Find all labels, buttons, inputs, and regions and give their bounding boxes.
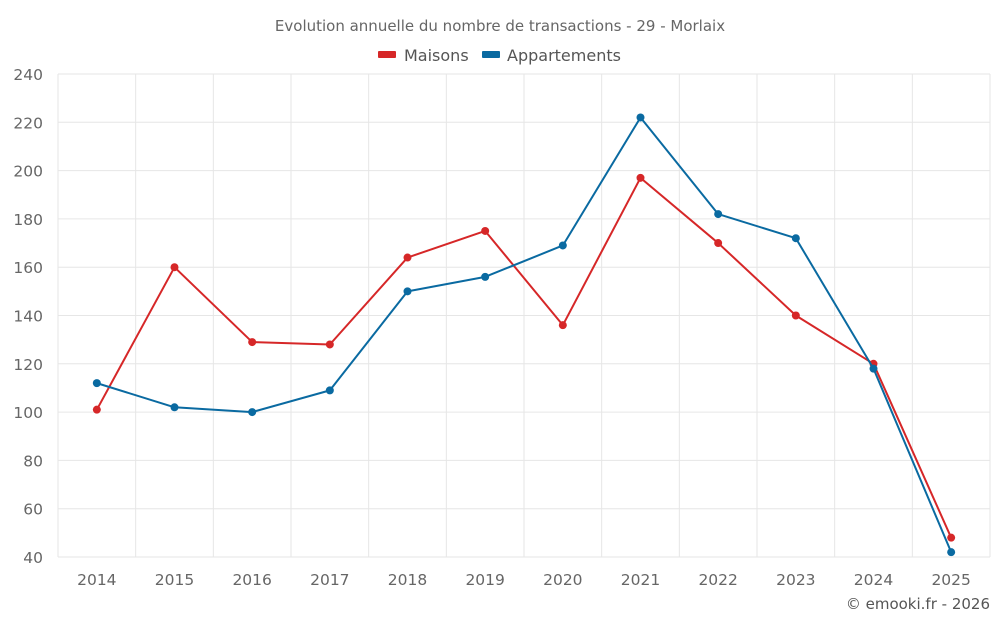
data-point xyxy=(636,173,645,182)
x-tick-label: 2025 xyxy=(931,571,970,589)
x-tick-label: 2015 xyxy=(155,571,194,589)
legend-swatch-maisons xyxy=(378,51,396,58)
x-tick-label: 2018 xyxy=(388,571,427,589)
grid xyxy=(57,73,991,558)
y-tick-label: 200 xyxy=(13,163,43,181)
y-tick-label: 120 xyxy=(13,356,43,374)
y-tick-label: 140 xyxy=(13,308,43,326)
y-tick-label: 220 xyxy=(13,114,43,132)
legend: Maisons Appartements xyxy=(378,46,621,65)
x-tick-label: 2019 xyxy=(465,571,504,589)
data-point xyxy=(92,379,101,388)
data-point xyxy=(481,272,490,281)
data-point xyxy=(947,548,956,557)
data-point xyxy=(170,403,179,412)
data-point xyxy=(92,405,101,414)
data-point xyxy=(791,311,800,320)
data-point xyxy=(248,338,257,347)
data-point xyxy=(947,533,956,542)
data-point xyxy=(481,226,490,235)
legend-label-maisons: Maisons xyxy=(404,46,469,65)
y-tick-label: 180 xyxy=(13,211,43,229)
x-tick-label: 2023 xyxy=(776,571,815,589)
data-point xyxy=(325,340,334,349)
x-tick-label: 2014 xyxy=(77,571,116,589)
x-tick-label: 2022 xyxy=(698,571,737,589)
y-tick-label: 60 xyxy=(23,501,43,519)
x-tick-label: 2024 xyxy=(854,571,893,589)
data-point xyxy=(558,321,567,330)
series-group xyxy=(92,113,956,557)
x-tick-label: 2021 xyxy=(621,571,660,589)
data-point xyxy=(170,263,179,272)
y-tick-label: 160 xyxy=(13,259,43,277)
chart-title: Evolution annuelle du nombre de transact… xyxy=(275,17,725,35)
x-tick-label: 2016 xyxy=(232,571,271,589)
data-point xyxy=(325,386,334,395)
data-point xyxy=(636,113,645,122)
y-tick-label: 100 xyxy=(13,404,43,422)
x-tick-label: 2020 xyxy=(543,571,582,589)
y-axis: 40 60 80 100 120 140 160 180 200 220 240 xyxy=(13,66,43,567)
data-point xyxy=(791,234,800,243)
x-tick-label: 2017 xyxy=(310,571,349,589)
y-tick-label: 240 xyxy=(13,66,43,84)
data-point xyxy=(714,239,723,248)
legend-swatch-appartements xyxy=(482,51,500,58)
y-tick-label: 80 xyxy=(23,452,43,470)
credit-text: © emooki.fr - 2026 xyxy=(846,595,990,613)
series-line-appartements xyxy=(96,116,953,553)
y-tick-label: 40 xyxy=(23,549,43,567)
x-axis: 2014 2015 2016 2017 2018 2019 2020 2021 2022 2023… xyxy=(77,571,971,589)
series-line-maisons xyxy=(95,176,953,539)
data-point xyxy=(714,210,723,219)
data-point xyxy=(558,241,567,250)
data-point xyxy=(403,287,412,296)
data-point xyxy=(248,408,257,417)
data-point xyxy=(403,253,412,262)
legend-label-appartements: Appartements xyxy=(507,46,621,65)
data-point xyxy=(869,364,878,373)
